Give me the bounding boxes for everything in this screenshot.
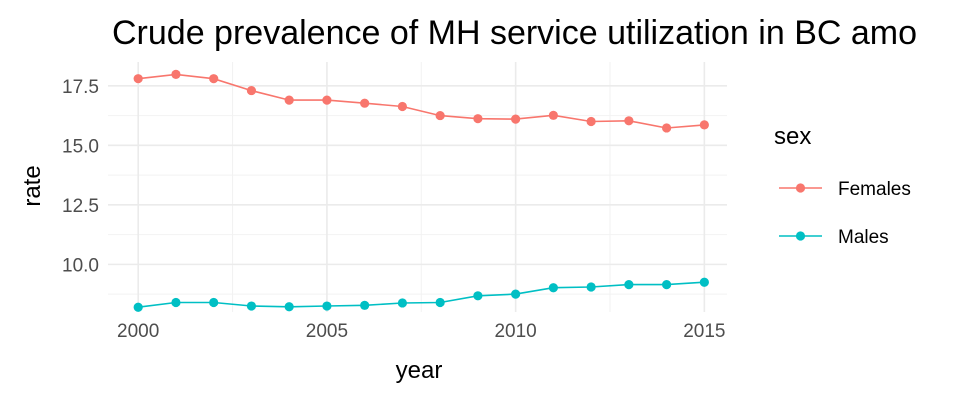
legend-title: sex: [774, 123, 811, 150]
series-line-females: [138, 73, 705, 129]
chart-title: Crude prevalence of MH service utilizati…: [112, 14, 917, 52]
data-point-males: [322, 301, 332, 311]
data-point-males: [473, 291, 483, 301]
data-point-females: [171, 69, 181, 79]
x-axis-title: year: [396, 357, 443, 384]
data-point-females: [360, 98, 370, 108]
legend-label-males: Males: [838, 227, 889, 248]
data-point-females: [397, 101, 408, 112]
data-point-males: [171, 297, 181, 308]
x-tick-label: 2005: [306, 321, 348, 342]
data-point-females: [322, 95, 332, 105]
data-point-females: [586, 116, 596, 127]
x-tick-label: 2015: [683, 321, 725, 342]
data-point-males: [586, 282, 596, 292]
data-point-males: [699, 277, 709, 287]
data-point-males: [209, 297, 219, 308]
legend: sex Females Males: [774, 123, 911, 248]
data-point-females: [662, 123, 672, 133]
data-point-males: [284, 302, 294, 312]
series-line-males: [138, 281, 705, 308]
data-point-females: [624, 116, 634, 126]
data-point-females: [511, 114, 521, 124]
data-point-females: [473, 114, 483, 124]
y-axis-title: rate: [19, 165, 46, 206]
data-point-males: [548, 283, 558, 293]
data-point-males: [133, 302, 143, 312]
x-axis-ticks: 2000 2005 2010 2015: [117, 321, 725, 342]
y-tick-label: 12.5: [62, 196, 99, 217]
data-point-males: [624, 280, 634, 290]
series-layer: [133, 69, 709, 312]
plot-grid: [108, 62, 727, 312]
legend-label-females: Females: [838, 179, 911, 200]
x-tick-label: 2010: [494, 321, 536, 342]
y-axis-ticks: 10.0 12.5 15.0 17.5: [62, 77, 99, 277]
data-point-males: [662, 280, 672, 290]
data-point-females: [548, 110, 558, 120]
data-point-females: [699, 120, 709, 130]
data-point-males: [511, 289, 521, 299]
data-point-females: [284, 95, 294, 105]
data-point-females: [133, 74, 143, 84]
data-point-females: [209, 74, 219, 84]
data-point-females: [246, 85, 257, 96]
data-point-males: [397, 298, 408, 308]
y-tick-label: 17.5: [62, 77, 99, 98]
data-point-males: [246, 301, 257, 311]
y-tick-label: 10.0: [62, 255, 99, 276]
x-tick-label: 2000: [117, 321, 159, 342]
legend-key-point-females: [795, 183, 806, 193]
data-point-females: [435, 110, 445, 121]
data-point-males: [360, 300, 370, 310]
legend-key-point-males: [795, 231, 806, 241]
data-point-males: [435, 297, 445, 308]
y-tick-label: 15.0: [62, 136, 99, 157]
